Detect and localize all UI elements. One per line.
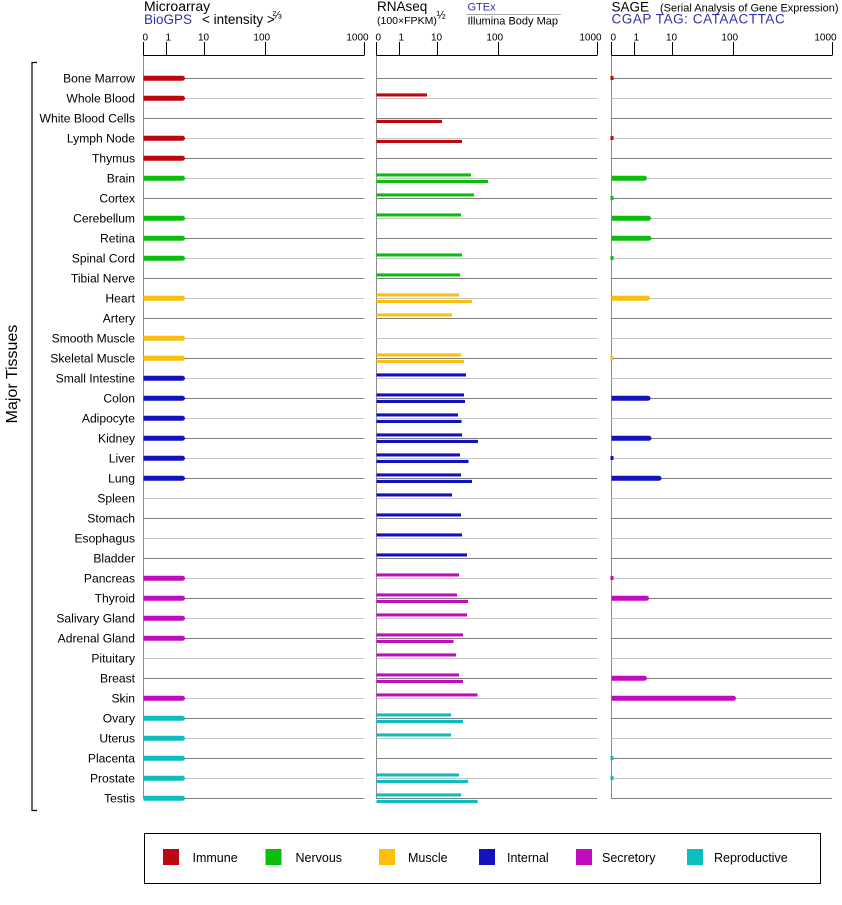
svg-text:Nervous: Nervous: [296, 851, 343, 865]
svg-text:Skin: Skin: [111, 692, 135, 706]
svg-text:⅔: ⅔: [273, 10, 282, 22]
svg-text:1: 1: [634, 33, 640, 44]
svg-text:Muscle: Muscle: [408, 851, 448, 865]
svg-text:Lung: Lung: [108, 472, 135, 486]
svg-text:Spinal Cord: Spinal Cord: [72, 252, 135, 266]
svg-text:1000: 1000: [346, 33, 369, 44]
svg-text:0: 0: [143, 33, 149, 44]
svg-text:1: 1: [399, 33, 405, 44]
svg-text:Thyroid: Thyroid: [95, 592, 135, 606]
svg-text:Adipocyte: Adipocyte: [82, 412, 135, 426]
svg-text:Illumina Body Map: Illumina Body Map: [468, 16, 559, 28]
svg-text:Prostate: Prostate: [90, 772, 135, 786]
svg-text:Spleen: Spleen: [97, 492, 135, 506]
svg-text:Ovary: Ovary: [103, 712, 136, 726]
svg-text:Immune: Immune: [193, 851, 238, 865]
svg-text:Secretory: Secretory: [602, 851, 656, 865]
svg-text:Whole Blood: Whole Blood: [66, 92, 135, 106]
svg-text:Liver: Liver: [109, 452, 135, 466]
svg-text:Pituitary: Pituitary: [91, 652, 136, 666]
svg-text:1000: 1000: [814, 33, 837, 44]
svg-text:0: 0: [611, 33, 617, 44]
svg-text:Thymus: Thymus: [92, 152, 135, 166]
svg-text:Cerebellum: Cerebellum: [73, 212, 135, 226]
svg-text:Skeletal Muscle: Skeletal Muscle: [50, 352, 135, 366]
svg-text:Uterus: Uterus: [99, 732, 135, 746]
svg-text:Internal: Internal: [507, 851, 549, 865]
svg-text:Stomach: Stomach: [87, 512, 135, 526]
svg-text:Colon: Colon: [103, 392, 135, 406]
svg-text:CGAP TAG: CATAACTTAC: CGAP TAG: CATAACTTAC: [612, 12, 786, 27]
svg-text:BioGPS: BioGPS: [144, 12, 192, 27]
svg-text:100: 100: [486, 33, 503, 44]
svg-text:Retina: Retina: [100, 232, 135, 246]
svg-text:Testis: Testis: [104, 792, 135, 806]
svg-text:Placenta: Placenta: [88, 752, 135, 766]
svg-text:10: 10: [198, 33, 210, 44]
svg-text:Adrenal Gland: Adrenal Gland: [58, 632, 135, 646]
svg-text:100: 100: [253, 33, 270, 44]
svg-text:0: 0: [376, 33, 382, 44]
svg-text:Microarray: Microarray: [144, 0, 210, 14]
svg-text:Smooth Muscle: Smooth Muscle: [52, 332, 136, 346]
svg-text:Brain: Brain: [107, 172, 135, 186]
svg-text:RNAseq: RNAseq: [377, 0, 427, 14]
svg-text:Pancreas: Pancreas: [84, 572, 135, 586]
svg-text:Lymph Node: Lymph Node: [67, 132, 135, 146]
svg-text:White Blood Cells: White Blood Cells: [40, 112, 135, 126]
svg-text:1000: 1000: [579, 33, 602, 44]
svg-text:100: 100: [721, 33, 738, 44]
svg-text:½: ½: [437, 10, 446, 22]
svg-text:10: 10: [431, 33, 443, 44]
svg-text:Small Intestine: Small Intestine: [56, 372, 136, 386]
svg-text:Bladder: Bladder: [93, 552, 135, 566]
svg-text:Bone Marrow: Bone Marrow: [63, 72, 135, 86]
svg-text:(100×FPKM): (100×FPKM): [377, 15, 437, 27]
svg-text:GTEx: GTEx: [468, 2, 497, 14]
svg-text:Breast: Breast: [100, 672, 136, 686]
svg-text:Major Tissues: Major Tissues: [4, 325, 21, 424]
svg-text:Cortex: Cortex: [99, 192, 135, 206]
svg-text:(Serial Analysis of Gene Expre: (Serial Analysis of Gene Expression): [660, 3, 839, 15]
svg-text:Kidney: Kidney: [98, 432, 136, 446]
svg-text:10: 10: [666, 33, 678, 44]
svg-text:Artery: Artery: [103, 312, 136, 326]
svg-text:Tibial Nerve: Tibial Nerve: [71, 272, 135, 286]
svg-text:Reproductive: Reproductive: [714, 851, 788, 865]
svg-text:Salivary Gland: Salivary Gland: [56, 612, 135, 626]
svg-text:Esophagus: Esophagus: [74, 532, 135, 546]
svg-text:< intensity >: < intensity >: [202, 12, 275, 27]
svg-text:SAGE: SAGE: [612, 0, 650, 15]
svg-text:Heart: Heart: [105, 292, 135, 306]
svg-text:1: 1: [166, 33, 172, 44]
